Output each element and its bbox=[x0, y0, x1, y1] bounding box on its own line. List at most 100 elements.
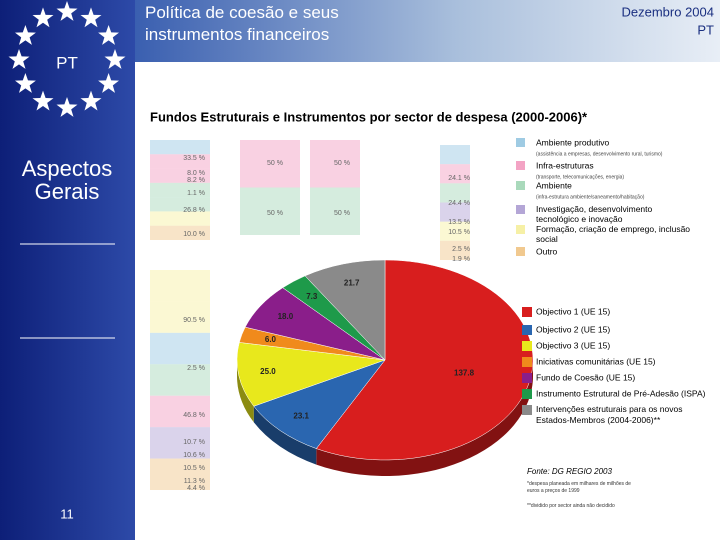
star bbox=[56, 97, 78, 117]
star bbox=[15, 25, 36, 45]
bar-label: 10.5 % bbox=[448, 229, 470, 236]
star bbox=[80, 90, 102, 111]
star bbox=[80, 7, 102, 28]
data-label: 23.1 bbox=[293, 412, 309, 421]
legend-swatch bbox=[516, 247, 525, 256]
bar-label: 10.7 % bbox=[183, 439, 205, 446]
data-label: 6.0 bbox=[265, 335, 277, 344]
star bbox=[104, 49, 126, 69]
legend-label: Objectivo 3 (UE 15) bbox=[536, 340, 610, 350]
bar-label: 90.5 % bbox=[183, 317, 205, 324]
bar-segment bbox=[440, 240, 470, 260]
legend-swatch bbox=[516, 225, 525, 234]
eu-stars bbox=[8, 1, 126, 117]
pie: 137.8 23.1 25.0 6.0 18.0 7.3 21.7 bbox=[236, 259, 534, 476]
legend-label: Iniciativas comunitárias (UE 15) bbox=[536, 356, 656, 366]
data-label: 25.0 bbox=[260, 367, 276, 376]
star bbox=[32, 90, 54, 111]
bar-segment bbox=[150, 395, 210, 428]
legend-swatch bbox=[522, 341, 532, 351]
legend-label: Ambiente bbox=[536, 180, 572, 190]
footnote: **dividido por sector ainda não decidido bbox=[527, 503, 615, 509]
bar-segment bbox=[150, 168, 210, 183]
chart-title: Fundos Estruturais e Instrumentos por se… bbox=[150, 109, 588, 124]
legend-swatch bbox=[522, 389, 532, 399]
section-title: Aspectos Gerais bbox=[22, 156, 113, 204]
pie-slice bbox=[315, 259, 534, 461]
legend-label: Objectivo 1 (UE 15) bbox=[536, 306, 610, 316]
slice-side bbox=[316, 360, 534, 476]
bar-label: 50 % bbox=[267, 210, 283, 217]
bar-label: 1.1 % bbox=[187, 190, 205, 197]
legend: Ambiente produtivo (assistência a empresa… bbox=[516, 137, 706, 509]
bar-segment bbox=[150, 458, 210, 490]
data-label: 21.7 bbox=[344, 278, 360, 287]
legend-note: (assistência a empresas, desenvolvimento… bbox=[536, 151, 663, 157]
legend-label: Objectivo 2 (UE 15) bbox=[536, 324, 610, 334]
bar-segment bbox=[240, 187, 300, 235]
star bbox=[15, 73, 36, 93]
slice-side bbox=[237, 360, 254, 423]
date: Dezembro 2004 bbox=[622, 4, 715, 19]
bar-segment bbox=[150, 427, 210, 459]
legend-swatch bbox=[522, 307, 532, 317]
slice-side bbox=[253, 406, 317, 465]
bar-label: 26.8 % bbox=[183, 207, 205, 214]
bar-segment bbox=[440, 164, 470, 184]
bar-segment bbox=[440, 221, 470, 241]
header-band bbox=[135, 0, 720, 62]
legend-label: Intervenções estruturais para os novos Es… bbox=[536, 404, 682, 425]
legend-label: Formação, criação de emprego, inclusão so… bbox=[536, 224, 690, 244]
footnote: *despesa planeada em milhares de milhões… bbox=[527, 481, 631, 494]
bar-label: 50 % bbox=[334, 210, 350, 217]
bar-label: 1.9 % bbox=[452, 256, 470, 263]
page-number: 11 bbox=[60, 506, 74, 521]
bar-label: 8.0 % bbox=[187, 170, 205, 177]
bar-label: 50 % bbox=[334, 160, 350, 167]
pie-slice bbox=[236, 342, 386, 407]
legend-swatch bbox=[516, 205, 525, 214]
bar-segment bbox=[150, 211, 210, 226]
bar-segment bbox=[310, 187, 360, 235]
country: PT bbox=[697, 22, 714, 37]
bar-label: 10.5 % bbox=[183, 465, 205, 472]
bar-segment bbox=[240, 140, 300, 188]
bar-label: 50 % bbox=[267, 160, 283, 167]
star bbox=[98, 25, 119, 45]
bar-label: 4.4 % bbox=[187, 485, 205, 492]
bar-segment bbox=[440, 145, 470, 165]
legend-label: Ambiente produtivo bbox=[536, 137, 610, 147]
data-label: 18.0 bbox=[278, 312, 294, 321]
bar-label: 2.5 % bbox=[187, 365, 205, 372]
bar-segment bbox=[150, 140, 210, 155]
legend-swatch bbox=[522, 357, 532, 367]
bar-segment bbox=[150, 182, 210, 198]
flag-label: PT bbox=[56, 53, 78, 72]
bar-segment bbox=[150, 301, 210, 333]
legend-swatch bbox=[522, 373, 532, 383]
star bbox=[8, 49, 30, 69]
legend-note: (transporte, telecomunicações, energia) bbox=[536, 174, 624, 180]
bar-segment bbox=[150, 225, 210, 240]
legend-label: Investigação, desenvolvimento tecnológico… bbox=[536, 204, 653, 224]
legend-label: Outro bbox=[536, 246, 558, 256]
legend-swatch bbox=[522, 405, 532, 415]
bar-segment bbox=[440, 202, 470, 222]
background-bars: 33.5 % 8.0 %8.2 % 1.1 % 26.8 % 10.0 % 50 % 50 … bbox=[150, 140, 470, 492]
star bbox=[32, 7, 54, 28]
data-label: 137.8 bbox=[454, 368, 475, 377]
bar-label: 10.0 % bbox=[183, 231, 205, 238]
title-box: Política de coesão e seus instrumentos f… bbox=[145, 3, 339, 44]
bar-label: 46.8 % bbox=[183, 412, 205, 419]
bar-label: 8.2 % bbox=[187, 177, 205, 184]
legend-label: Fundo de Coesão (UE 15) bbox=[536, 372, 635, 382]
bar-label: 11.3 % bbox=[184, 478, 205, 485]
bar-segment bbox=[150, 270, 210, 302]
legend-label: Infra-estruturas bbox=[536, 160, 594, 170]
legend-swatch bbox=[522, 325, 532, 335]
bar-label: 13.5 % bbox=[448, 219, 470, 226]
bar-label: 10.6 % bbox=[183, 452, 205, 459]
legend-note: (infra-estrutura ambiente/saneamento/hab… bbox=[536, 194, 645, 200]
slide-title: Política de coesão e seus instrumentos f… bbox=[145, 3, 339, 44]
